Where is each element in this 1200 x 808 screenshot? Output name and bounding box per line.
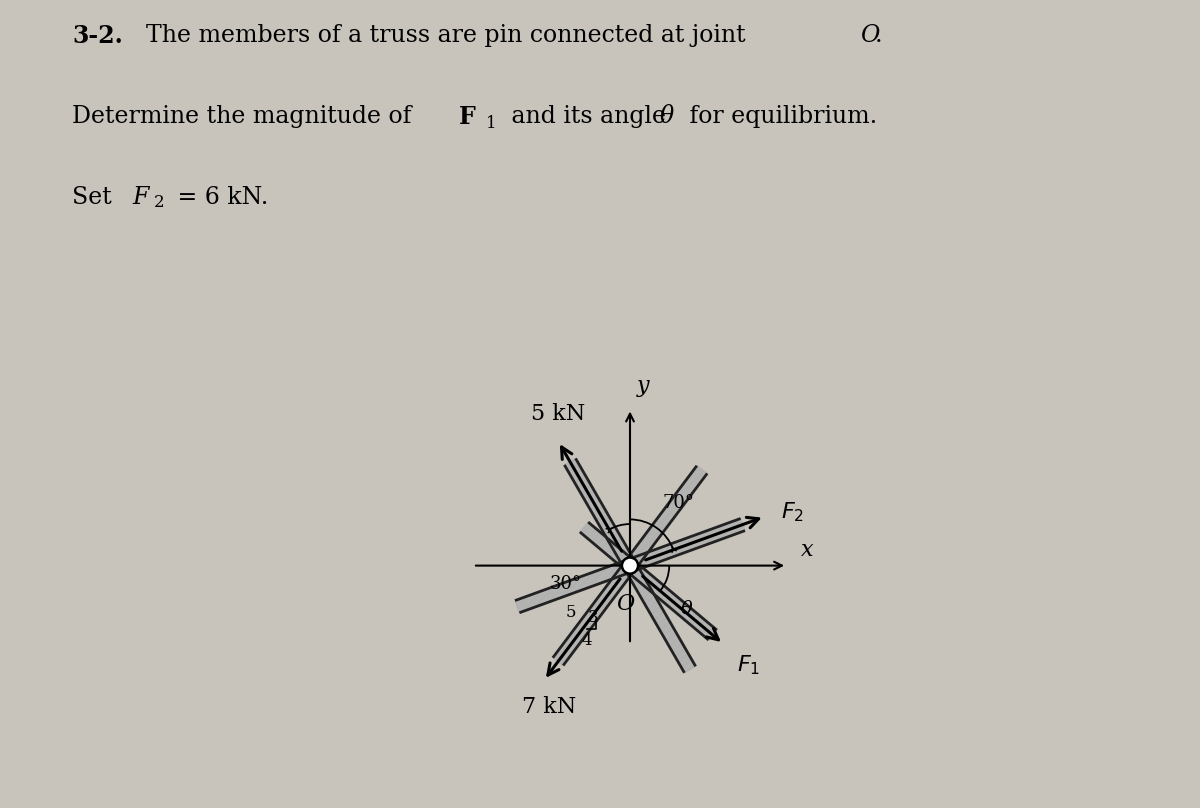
Text: The members of a truss are pin connected at joint: The members of a truss are pin connected… [146, 24, 754, 47]
Polygon shape [564, 458, 696, 673]
Text: 7 kN: 7 kN [522, 696, 576, 718]
Text: Determine the magnitude of: Determine the magnitude of [72, 105, 419, 128]
Text: 1: 1 [486, 115, 497, 132]
Text: for equilibrium.: for equilibrium. [682, 105, 877, 128]
Text: θ: θ [660, 105, 674, 128]
Text: Set: Set [72, 186, 119, 208]
Text: .: . [875, 24, 882, 47]
Circle shape [622, 558, 638, 574]
Text: 30°: 30° [550, 575, 582, 593]
Text: 4: 4 [581, 632, 592, 649]
Text: $F_2$: $F_2$ [781, 500, 804, 524]
Text: and its angle: and its angle [504, 105, 673, 128]
Text: 70°: 70° [662, 494, 695, 512]
Text: 5: 5 [565, 604, 576, 621]
Polygon shape [580, 522, 716, 640]
Text: O: O [617, 593, 635, 616]
Text: 2: 2 [154, 194, 164, 211]
Text: O: O [860, 24, 880, 47]
Polygon shape [553, 465, 707, 666]
Text: x: x [800, 539, 814, 561]
Text: = 6 kN.: = 6 kN. [170, 186, 269, 208]
Text: F: F [132, 186, 149, 208]
Text: 5 kN: 5 kN [532, 403, 586, 426]
Text: y: y [637, 375, 649, 397]
Text: 3-2.: 3-2. [72, 24, 122, 48]
Polygon shape [515, 519, 745, 612]
Text: 3: 3 [588, 609, 599, 626]
Text: F: F [458, 105, 475, 129]
Text: $F_1$: $F_1$ [737, 653, 761, 676]
Text: θ: θ [680, 600, 692, 618]
